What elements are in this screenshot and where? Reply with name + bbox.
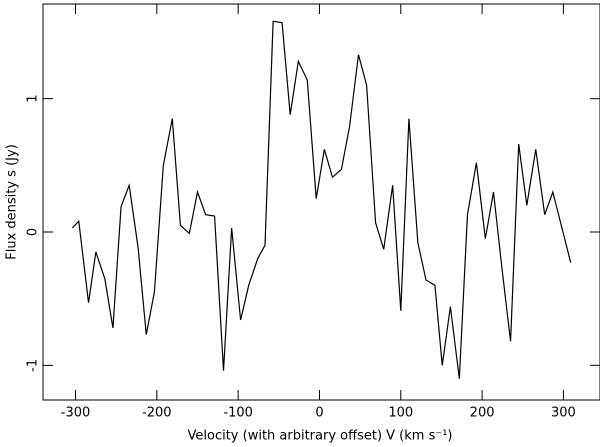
- data-line: [71, 20, 572, 379]
- x-tick-label: -200: [142, 406, 172, 421]
- y-tick-label: -1: [26, 359, 41, 372]
- x-tick-label: -300: [61, 406, 91, 421]
- y-tick-label: 0: [26, 228, 41, 236]
- x-axis-label: Velocity (with arbitrary offset) V (km s…: [188, 429, 453, 444]
- x-tick-label: 200: [470, 406, 495, 421]
- x-tick-label: 100: [388, 406, 413, 421]
- y-axis-label: Flux density s (Jy): [5, 144, 20, 260]
- plot-frame: [42, 3, 600, 401]
- y-tick-label: 1: [26, 95, 41, 103]
- x-tick-label: 300: [551, 406, 576, 421]
- x-tick-label: 0: [315, 406, 323, 421]
- x-tick-label: -100: [223, 406, 253, 421]
